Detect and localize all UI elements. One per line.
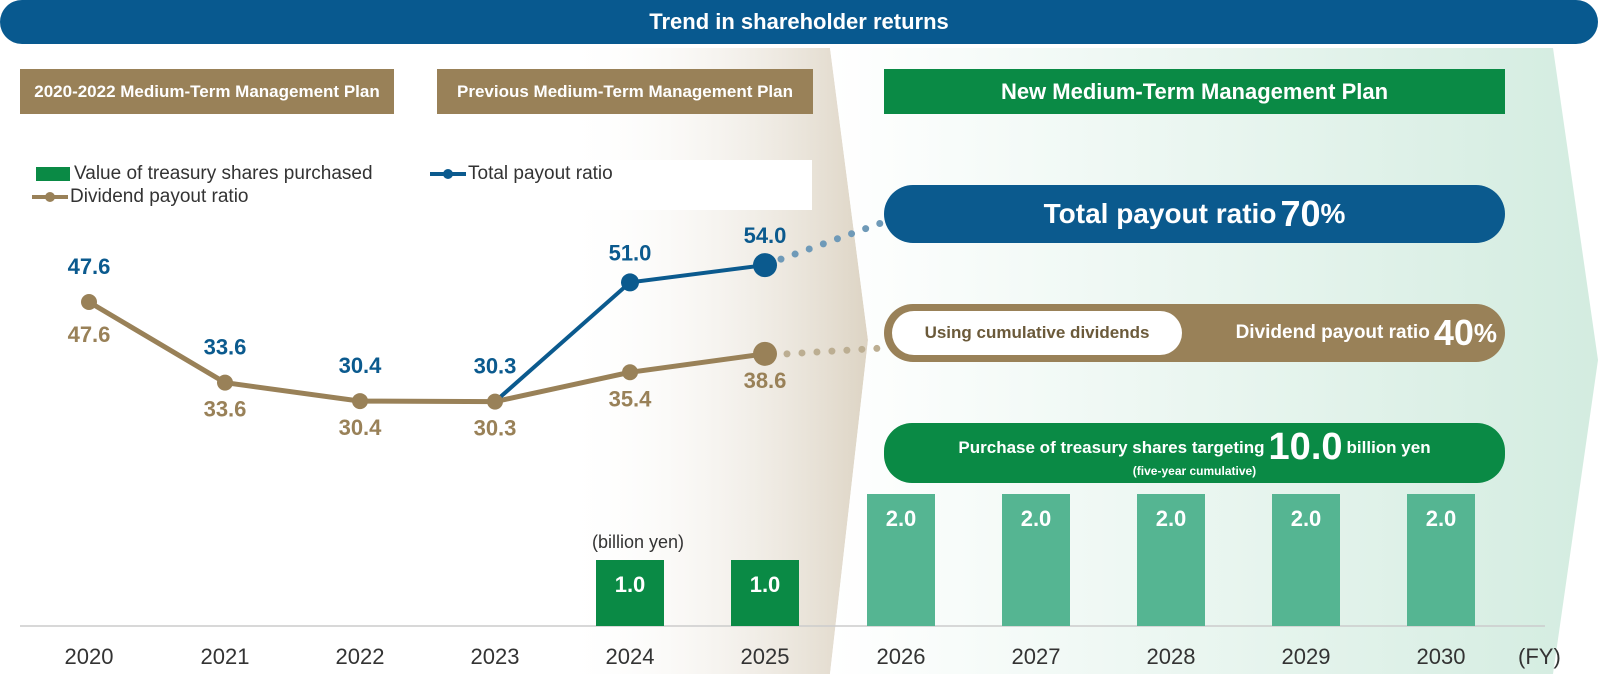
treasury-bar — [1272, 494, 1340, 626]
total-target-value: 70 — [1280, 193, 1321, 234]
dividend-payout-label: 33.6 — [204, 397, 247, 422]
page-title: Trend in shareholder returns — [0, 0, 1598, 44]
legend-label-dividend: Dividend payout ratio — [70, 186, 249, 207]
total-payout-label: 54.0 — [744, 223, 787, 248]
dividend-target-label: Dividend payout ratio — [1235, 322, 1430, 343]
x-tick-label: 2023 — [471, 644, 520, 669]
legend-label-total: Total payout ratio — [468, 163, 613, 184]
treasury-target-note: (five-year cumulative) — [1132, 464, 1257, 478]
total-point — [753, 253, 777, 278]
x-tick-label: 2025 — [741, 644, 790, 669]
dividend-payout-label: 38.6 — [744, 368, 787, 393]
dividend-target-unit: % — [1473, 317, 1497, 348]
dividend-payout-line — [87, 299, 766, 405]
plan-label-2020-2022: 2020-2022 Medium-Term Management Plan — [20, 69, 394, 114]
treasury-bar — [596, 560, 664, 626]
treasury-target-suffix: billion yen — [1346, 437, 1431, 457]
treasury-bar-label: 2.0 — [1291, 506, 1322, 531]
treasury-bar — [1002, 494, 1070, 626]
cumulative-dividends-tag: Using cumulative dividends — [892, 311, 1182, 355]
dividend-payout-label: 30.4 — [339, 415, 383, 440]
legend-item-total: Total payout ratio — [428, 163, 613, 185]
x-tick-label: 2021 — [201, 644, 250, 669]
dividend-point — [753, 341, 777, 366]
treasury-bar-label: 1.0 — [615, 572, 646, 597]
x-tick-label: 2024 — [606, 644, 655, 669]
x-tick-label: 2020 — [65, 644, 114, 669]
legend-label-treasury: Value of treasury shares purchased — [74, 163, 373, 184]
x-tick-label: 2029 — [1282, 644, 1331, 669]
treasury-bar — [731, 560, 799, 626]
legend-swatch-total — [430, 169, 466, 179]
dividend-payout-label: 30.3 — [474, 416, 517, 441]
treasury-bar — [1407, 494, 1475, 626]
x-tick-label: 2027 — [1012, 644, 1061, 669]
dividend-payout-target-pill: Using cumulative dividends Dividend payo… — [884, 304, 1505, 362]
treasury-target-value: 10.0 — [1268, 426, 1343, 468]
dividend-point — [487, 393, 503, 410]
total-payout-label: 47.6 — [68, 254, 111, 279]
legend-item-dividend: Dividend payout ratio — [30, 186, 249, 208]
total-payout-label: 51.0 — [609, 240, 652, 265]
legend-swatch-dividend — [32, 192, 68, 202]
total-payout-label: 33.6 — [204, 335, 247, 360]
x-axis-unit: (FY) — [1518, 644, 1561, 669]
treasury-bar-label: 2.0 — [886, 506, 917, 531]
treasury-bar-label: 2.0 — [1021, 506, 1052, 531]
chart-legend: Value of treasury shares purchased Total… — [30, 160, 812, 210]
total-payout-target-pill: Total payout ratio 70 % — [884, 185, 1505, 243]
treasury-bar-label: 2.0 — [1156, 506, 1187, 531]
legend-item-treasury: Value of treasury shares purchased — [36, 163, 373, 185]
dividend-connector — [783, 344, 888, 358]
total-connector — [777, 218, 888, 263]
x-tick-label: 2028 — [1147, 644, 1196, 669]
treasury-bar — [1137, 494, 1205, 626]
dividend-payout-label: 35.4 — [609, 386, 653, 411]
dividend-point — [352, 393, 368, 410]
dividend-payout-label: 47.6 — [68, 322, 111, 347]
treasury-bar-label: 2.0 — [1426, 506, 1457, 531]
x-tick-label: 2026 — [877, 644, 926, 669]
bar-unit-label: (billion yen) — [592, 532, 684, 552]
dividend-point — [81, 294, 97, 310]
x-tick-label: 2022 — [336, 644, 385, 669]
total-payout-label: 30.3 — [474, 354, 517, 379]
x-tick-label: 2030 — [1417, 644, 1466, 669]
plan-label-new: New Medium-Term Management Plan — [884, 69, 1505, 114]
total-target-label: Total payout ratio — [1043, 198, 1277, 229]
plan-label-previous: Previous Medium-Term Management Plan — [437, 69, 813, 114]
dividend-point — [622, 364, 638, 381]
treasury-bar — [867, 494, 935, 626]
total-point — [621, 273, 639, 292]
dividend-target-value: 40 — [1433, 312, 1474, 353]
treasury-bar-label: 1.0 — [750, 572, 781, 597]
treasury-target-pill: Purchase of treasury shares targeting 10… — [884, 423, 1505, 483]
total-payout-label: 30.4 — [339, 353, 383, 378]
legend-swatch-bar — [36, 167, 70, 181]
dividend-point — [217, 374, 233, 391]
dividend-target: Dividend payout ratio 40 % — [1236, 304, 1497, 362]
treasury-target-prefix: Purchase of treasury shares targeting — [958, 437, 1265, 457]
total-target-unit: % — [1320, 198, 1346, 229]
